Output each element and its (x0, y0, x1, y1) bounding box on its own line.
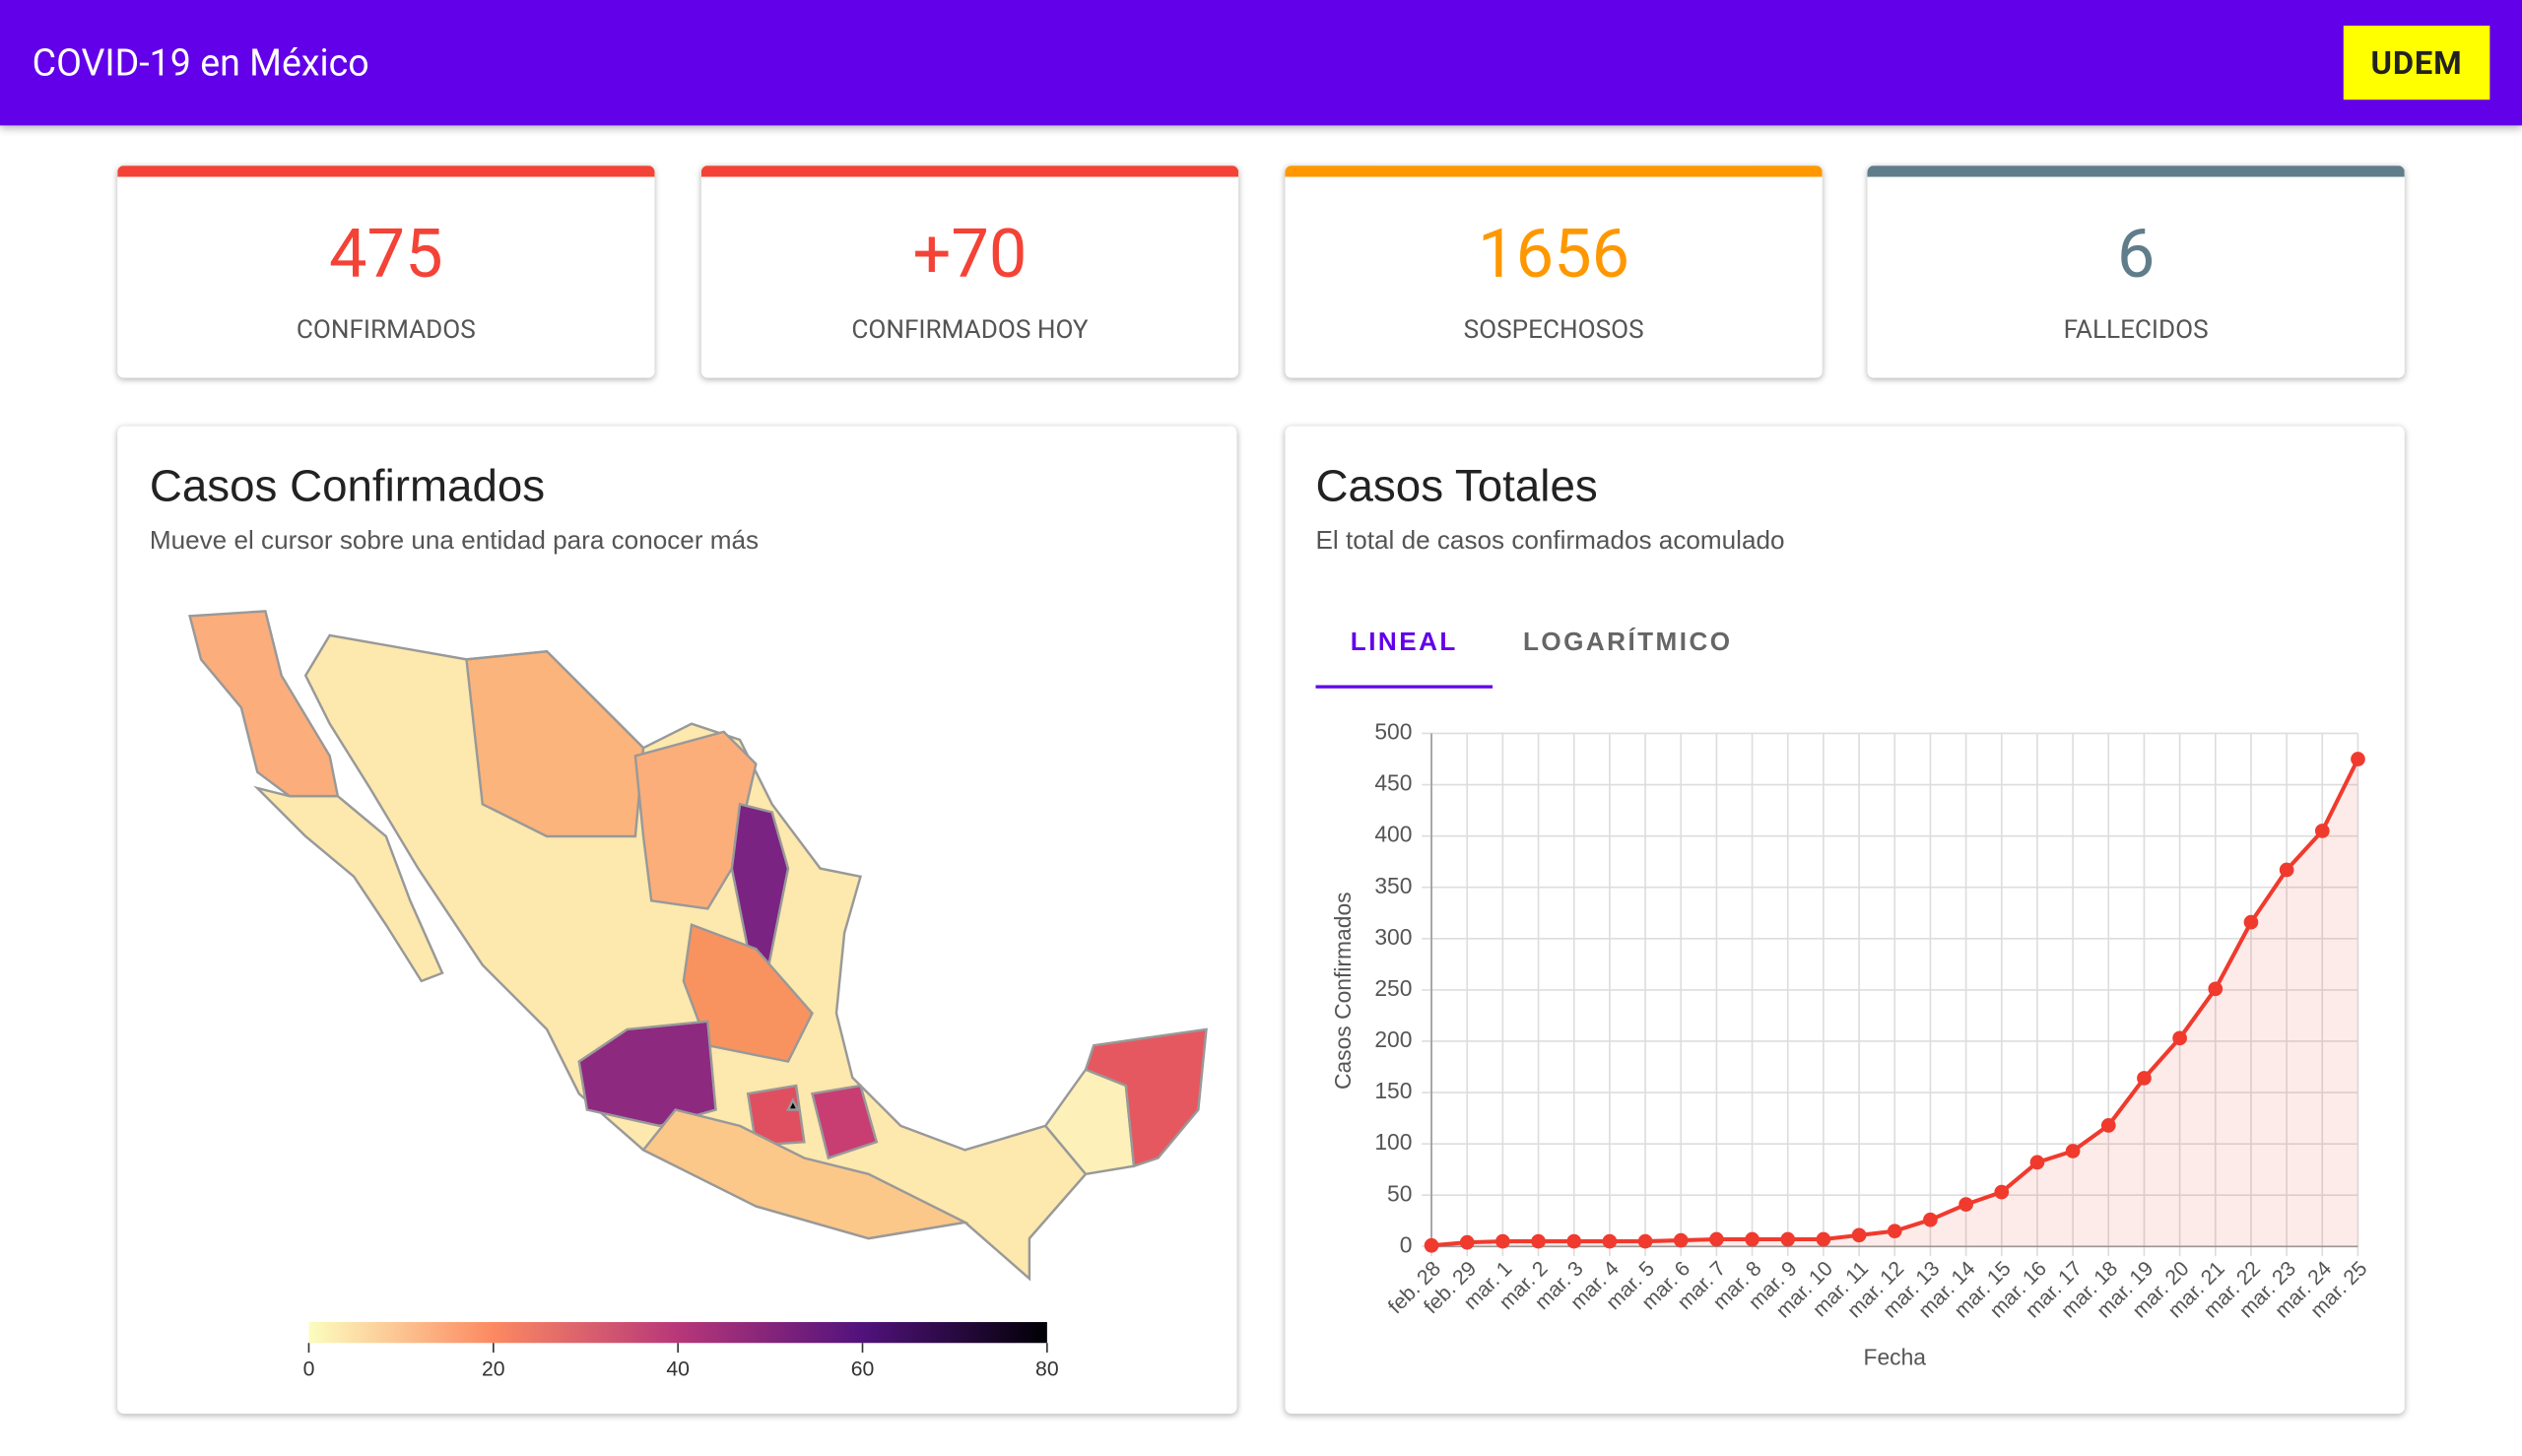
stat-label: CONFIRMADOS HOY (851, 313, 1089, 345)
stat-card: 475 CONFIRMADOS (117, 165, 655, 378)
udem-button[interactable]: UDEM (2343, 26, 2490, 100)
point (1851, 1227, 1867, 1243)
colorbar-label: 60 (851, 1358, 875, 1381)
state[interactable] (465, 649, 645, 838)
stat-card: 1656 SOSPECHOSOS (1285, 165, 1823, 378)
stat-value: 475 (329, 215, 443, 295)
state[interactable] (577, 1020, 717, 1128)
y-tick-label: 150 (1374, 1078, 1412, 1103)
y-tick-label: 400 (1374, 822, 1412, 847)
colorbar (308, 1322, 1047, 1344)
point (1994, 1184, 2010, 1200)
y-tick-label: 500 (1374, 719, 1412, 745)
y-tick-label: 50 (1387, 1180, 1412, 1206)
point (1495, 1233, 1510, 1249)
colorbar-label: 40 (666, 1358, 690, 1381)
point (2029, 1155, 2045, 1170)
state[interactable] (786, 1096, 800, 1111)
point (1602, 1233, 1618, 1249)
point (2351, 752, 2365, 766)
tab[interactable]: LINEAL (1351, 627, 1458, 656)
point (1709, 1231, 1724, 1247)
y-tick-label: 200 (1374, 1026, 1412, 1052)
stat-card: +70 CONFIRMADOS HOY (700, 165, 1239, 378)
point (1637, 1233, 1653, 1249)
point (2137, 1071, 2152, 1086)
map-subtitle: Mueve el cursor sobre una entidad para c… (150, 525, 759, 555)
colorbar-label: 20 (482, 1358, 505, 1381)
stat-value: 6 (2116, 215, 2156, 295)
chart-card (1285, 426, 2405, 1415)
point (1531, 1233, 1546, 1249)
point (1424, 1237, 1439, 1253)
app-bar: COVID-19 en México UDEM (0, 0, 2522, 126)
point (2243, 914, 2259, 930)
state[interactable] (810, 1084, 879, 1160)
stat-value: +70 (912, 215, 1028, 295)
colorbar-label: 0 (303, 1358, 315, 1381)
colorbar-label: 80 (1035, 1358, 1059, 1381)
chart-subtitle: El total de casos confirmados acomulado (1316, 525, 1785, 555)
y-tick-label: 450 (1374, 770, 1412, 796)
state[interactable] (641, 1108, 969, 1240)
tab-indicator (1315, 685, 1493, 689)
state[interactable] (682, 923, 814, 1063)
point (1887, 1224, 1902, 1239)
point (1780, 1231, 1796, 1247)
point (2314, 824, 2330, 838)
map (188, 610, 1208, 1282)
point (1673, 1232, 1689, 1248)
x-axis-title: Fecha (1864, 1345, 1927, 1370)
point (1459, 1234, 1475, 1250)
point (1816, 1231, 1831, 1247)
point (1923, 1212, 1938, 1227)
tab[interactable]: LOGARÍTMICO (1523, 627, 1733, 656)
y-tick-label: 250 (1374, 975, 1412, 1001)
stat-card: 6 FALLECIDOS (1867, 165, 2405, 378)
point (1958, 1197, 1973, 1212)
map-title: Casos Confirmados (150, 460, 545, 510)
point (1566, 1233, 1582, 1249)
chart-title: Casos Totales (1316, 460, 1598, 510)
point (2208, 981, 2223, 997)
stat-label: CONFIRMADOS (296, 313, 476, 345)
app-title: COVID-19 en México (32, 41, 369, 86)
state[interactable] (746, 1084, 806, 1147)
stat-value: 1656 (1478, 215, 1630, 295)
point (2172, 1030, 2187, 1046)
area (1431, 759, 2358, 1247)
point (2065, 1144, 2081, 1158)
point (1745, 1231, 1759, 1247)
y-tick-label: 300 (1374, 924, 1412, 950)
stat-label: FALLECIDOS (2063, 313, 2209, 345)
y-tick-label: 350 (1374, 873, 1412, 898)
y-axis-title: Casos Confirmados (1330, 892, 1356, 1090)
point (2279, 862, 2294, 878)
state[interactable] (1084, 1027, 1208, 1168)
y-tick-label: 0 (1400, 1231, 1413, 1257)
state[interactable] (188, 610, 340, 798)
stat-label: SOSPECHOSOS (1463, 313, 1644, 345)
point (2100, 1118, 2116, 1133)
y-tick-label: 100 (1374, 1129, 1412, 1155)
state[interactable] (633, 730, 758, 910)
